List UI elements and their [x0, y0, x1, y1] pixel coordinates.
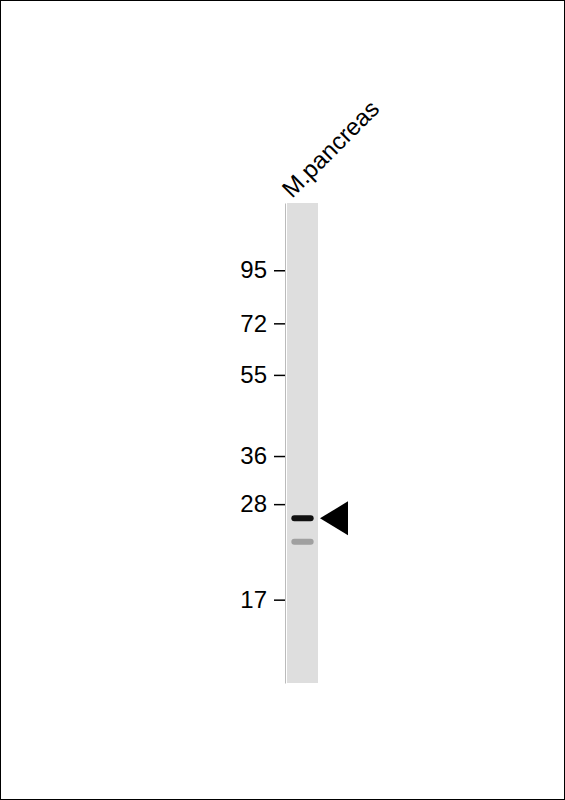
tick-mark: [274, 456, 285, 458]
lanes: [287, 203, 318, 683]
tick: 36: [240, 442, 285, 469]
tick: 55: [240, 361, 285, 388]
tick-label: 28: [240, 490, 267, 517]
tick-label: 55: [240, 361, 267, 388]
bands: [291, 515, 313, 544]
tick-mark: [274, 323, 285, 325]
tick-label: 36: [240, 442, 267, 469]
lane: [287, 203, 318, 683]
figure: 17 28 36 55 72 95 M.pancreas: [0, 0, 565, 800]
tick: 72: [240, 310, 285, 337]
axis-line: [285, 204, 286, 684]
tick-mark: [274, 599, 285, 601]
band: [291, 539, 313, 545]
tick: 17: [240, 586, 285, 613]
tick-label: 95: [240, 256, 267, 283]
tick: 95: [240, 256, 285, 283]
tick-label: 17: [240, 586, 267, 613]
figure-frame: [1, 1, 565, 800]
tick-mark: [274, 504, 285, 506]
tick: 28: [240, 490, 285, 517]
tick-label: 72: [240, 310, 267, 337]
band: [291, 515, 313, 521]
tick-mark: [274, 270, 285, 272]
band-arrow: [320, 501, 348, 535]
y-axis: 17 28 36 55 72 95: [240, 204, 285, 684]
lane-label: M.pancreas: [276, 95, 384, 203]
tick-mark: [274, 375, 285, 377]
lane-labels: M.pancreas: [276, 95, 384, 203]
